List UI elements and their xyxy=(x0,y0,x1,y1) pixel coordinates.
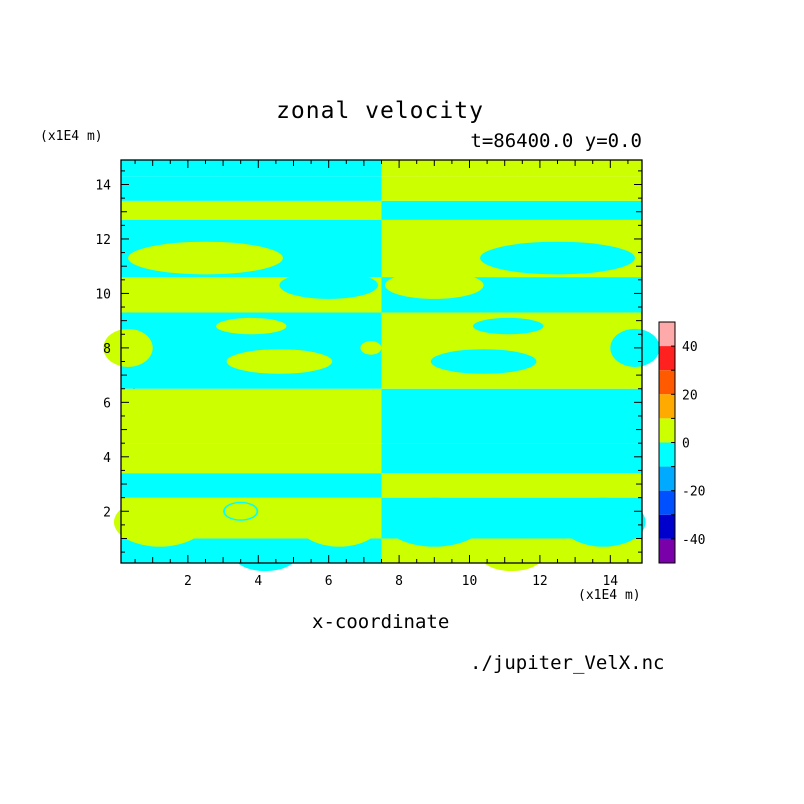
field-band-right xyxy=(381,176,642,201)
colorbar-level xyxy=(659,418,675,443)
field-band-right xyxy=(381,160,642,177)
colorbar-tick-label: 0 xyxy=(682,437,690,452)
field-band-left xyxy=(121,160,382,177)
x-tick-label: 10 xyxy=(462,574,478,589)
x-tick-label: 4 xyxy=(254,574,262,589)
eddy-blob xyxy=(360,341,382,355)
x-tick-label: 8 xyxy=(395,574,403,589)
eddy-blob xyxy=(233,538,298,572)
chart-subtitle: t=86400.0 y=0.0 xyxy=(470,130,642,152)
colorbar-level xyxy=(659,322,675,347)
eddy-blob xyxy=(128,241,283,275)
colorbar-level xyxy=(659,346,675,371)
x-tick-label: 2 xyxy=(184,574,192,589)
x-tick-label: 14 xyxy=(602,574,618,589)
colorbar-level xyxy=(659,538,675,563)
chart-title: zonal velocity xyxy=(276,98,484,124)
colorbar-tick-label: -40 xyxy=(682,533,705,548)
y-tick-label: 12 xyxy=(95,233,111,248)
field-band-right xyxy=(381,473,642,498)
colorbar-tick-label: 20 xyxy=(682,388,698,403)
eddy-blob xyxy=(480,241,635,275)
colorbar-level xyxy=(659,370,675,395)
eddy-blob xyxy=(226,349,333,374)
eddy-blob xyxy=(430,349,537,374)
eddy-blob xyxy=(224,503,257,520)
x-tick-label: 6 xyxy=(325,574,333,589)
eddy-blob xyxy=(113,497,206,547)
eddy-blob xyxy=(279,271,378,299)
field-band-left xyxy=(121,443,382,474)
colorbar-level xyxy=(659,514,675,539)
eddy-blob xyxy=(297,497,382,547)
y-tick-label: 8 xyxy=(103,342,111,357)
eddy-blob xyxy=(349,258,378,275)
eddy-blob xyxy=(480,538,544,572)
colorbar-tick-label: 40 xyxy=(682,340,698,355)
eddy-blob xyxy=(561,497,646,547)
y-tick-label: 10 xyxy=(95,287,111,302)
colorbar-level xyxy=(659,490,675,515)
eddy-blob xyxy=(216,317,287,335)
y-tick-label: 4 xyxy=(103,451,111,466)
field-band-left xyxy=(121,388,382,444)
field-band-right xyxy=(381,200,642,220)
colorbar-tick-label: -20 xyxy=(682,485,705,500)
x-axis-label: x-coordinate xyxy=(312,611,450,633)
field-band-left xyxy=(121,473,382,498)
y-tick-label: 2 xyxy=(103,505,111,520)
colorbar-level xyxy=(659,394,675,419)
field-band-left xyxy=(121,176,382,201)
y-tick-label: 14 xyxy=(95,179,111,194)
y-axis-unit: (x1E4 m) xyxy=(40,129,103,144)
field-band-left xyxy=(121,200,382,220)
x-tick-label: 12 xyxy=(532,574,548,589)
eddy-blob xyxy=(385,497,484,547)
source-filename: ./jupiter_VelX.nc xyxy=(470,652,665,674)
eddy-blob xyxy=(473,317,544,335)
eddy-blob xyxy=(494,501,530,521)
eddy-blob xyxy=(504,223,576,238)
field-band-right xyxy=(381,388,642,444)
colorbar-level xyxy=(659,466,675,491)
eddy-blob xyxy=(187,223,259,238)
colorbar-level xyxy=(659,442,675,467)
eddy-blob xyxy=(385,271,484,299)
x-axis-unit: (x1E4 m) xyxy=(578,588,641,603)
y-tick-label: 6 xyxy=(103,396,111,411)
field-band-right xyxy=(381,443,642,474)
